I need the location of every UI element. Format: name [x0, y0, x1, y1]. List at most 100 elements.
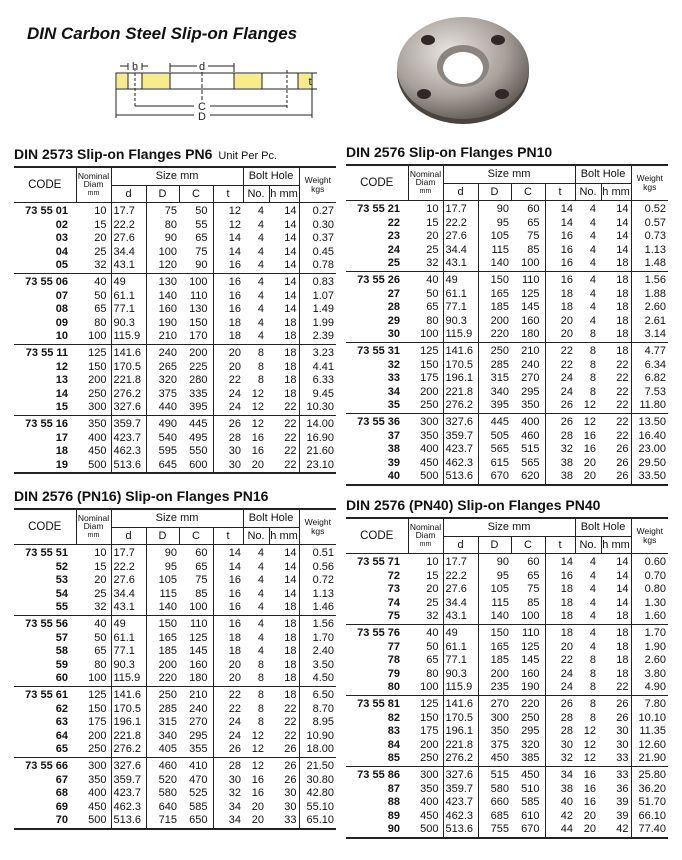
cell-d: 17.7: [442, 552, 478, 570]
header-size: Size mm: [442, 517, 576, 537]
cell-d: 327.6: [442, 765, 478, 783]
cell-code: 33: [387, 372, 400, 385]
cell-bolt-h: 22: [616, 358, 629, 371]
cell-d: 77.1: [110, 303, 146, 317]
cell-d: 61.1: [442, 640, 478, 655]
cell-nominal-diam: 25: [426, 596, 439, 609]
cell-D: 395: [477, 399, 511, 414]
flange-table: CODE Nominal Diam mm Size mm Bolt Hole Wei…: [14, 508, 337, 830]
cell-nominal-diam: 100: [88, 330, 107, 343]
cell-weight: 1.07: [298, 289, 337, 304]
cell-code: 79: [387, 667, 400, 680]
cell-d: 141.6: [110, 685, 146, 703]
cell-code: 73 55 16: [14, 414, 76, 432]
cell-d: 43.1: [442, 257, 478, 272]
cell-t: 16: [544, 243, 576, 258]
cell-nominal-diam: 300: [76, 756, 111, 774]
cell-code: 73 55 66: [14, 756, 76, 774]
cell-t: 26: [544, 694, 576, 712]
table-row: 73 55 61 125 141.6 250 210 22 8 18 6.50: [14, 685, 337, 703]
cell-D: 350: [477, 725, 511, 739]
cell-weight: 2.61: [630, 314, 669, 329]
cell-t: 34: [212, 800, 244, 815]
cell-code: 74: [387, 596, 400, 609]
table-row: 13 200 221.8 320 280 22 8 18 6.33: [14, 374, 337, 388]
cell-t: 28: [212, 431, 244, 446]
cell-t: 18: [544, 610, 576, 625]
cell-bolt-h: 26: [284, 773, 297, 786]
cell-nominal-diam: 350: [420, 429, 439, 442]
cell-D: 460: [145, 756, 179, 774]
cell-bolt-h: 36: [616, 782, 629, 795]
cell-weight: 1.60: [630, 610, 669, 625]
cell-code: 07: [55, 289, 68, 302]
cell-C: 55: [195, 218, 208, 231]
cell-bolt-no: 4: [575, 552, 602, 570]
cell-weight: 29.50: [630, 456, 669, 471]
cell-bolt-h: 18: [269, 685, 300, 703]
cell-d: 61.1: [110, 631, 146, 646]
cell-C: 585: [189, 800, 208, 813]
header-C: C: [178, 527, 213, 545]
cell-nominal-diam: 200: [420, 385, 439, 398]
cell-d: 49: [110, 614, 146, 632]
cell-C: 515: [521, 443, 540, 456]
header-d: d: [110, 527, 146, 545]
table-title-text: DIN 2573 Slip-on Flanges PN6: [14, 146, 213, 162]
cell-nominal-diam: 80: [94, 658, 107, 671]
cell-weight: 0.51: [298, 543, 337, 561]
cell-bolt-no: 4: [257, 330, 265, 343]
cell-t: 14: [544, 199, 576, 217]
flange-photo: [397, 17, 529, 124]
header-nominal: Nominal: [77, 513, 110, 523]
cell-nominal-diam: 100: [88, 672, 107, 685]
cell-code: 39: [387, 456, 400, 469]
cell-nominal-diam: 350: [76, 414, 111, 432]
table-row: 24 25 34.4 115 85 16 4 14 1.13: [346, 243, 669, 258]
cell-nominal-diam: 15: [94, 218, 107, 231]
cell-nominal-diam: 50: [94, 289, 107, 302]
cell-d: 170.5: [110, 702, 146, 717]
cell-code: 14: [55, 387, 68, 400]
cell-bolt-h: 14: [284, 259, 297, 272]
cell-t: 14: [212, 245, 244, 260]
cell-D: 140: [477, 610, 511, 625]
header-nominal: Nominal: [77, 171, 110, 181]
cell-bolt-h: 18: [284, 374, 297, 387]
cell-nominal-diam: 500: [408, 823, 443, 839]
cell-bolt-h: 14: [284, 303, 297, 316]
cell-d: 141.6: [110, 343, 146, 361]
flange-table: CODE Nominal Diam mm Size mm Bolt Hole Wei…: [346, 517, 669, 839]
cell-d: 61.1: [442, 287, 478, 302]
cell-t: 18: [544, 287, 576, 302]
cell-nominal-diam: 250: [420, 399, 439, 412]
cell-code: 73 55 31: [346, 341, 408, 359]
cell-d: 115.9: [442, 681, 478, 696]
cell-weight: 0.45: [298, 245, 337, 260]
cell-bolt-h: 14: [284, 574, 297, 587]
cell-bolt-h: 39: [616, 809, 629, 822]
cell-nominal-diam: 80: [94, 316, 107, 329]
cell-nominal-diam: 400: [88, 431, 107, 444]
table-row: 69 450 462.3 640 585 34 20 30 55.10: [14, 800, 337, 815]
cell-t: 16: [212, 587, 244, 602]
header-weight: Weight kgs: [298, 166, 337, 203]
cell-bolt-h: 18: [616, 654, 629, 667]
cell-D: 265: [145, 360, 179, 375]
table-row: 73 55 26 40 49 150 110 16 4 18 1.56: [346, 270, 669, 288]
table-row: 32 150 170.5 285 240 22 8 22 6.34: [346, 358, 669, 373]
cell-bolt-no: 4: [589, 610, 597, 623]
cell-bolt-no: 20: [583, 809, 597, 822]
cell-D: 185: [477, 301, 511, 315]
cell-D: 490: [145, 414, 179, 432]
header-code: CODE: [14, 166, 76, 203]
cell-code: 52: [55, 560, 68, 573]
cell-C: 75: [195, 574, 208, 587]
cell-bolt-no: 4: [257, 245, 265, 258]
header-nominal-diam: Nominal Diam mm: [75, 166, 111, 203]
header-no: No.: [574, 536, 602, 554]
cell-d: 423.7: [442, 443, 478, 457]
cell-bolt-no: 16: [251, 445, 265, 458]
cell-nominal-diam: 32: [94, 259, 107, 272]
cell-D: 645: [145, 458, 179, 475]
